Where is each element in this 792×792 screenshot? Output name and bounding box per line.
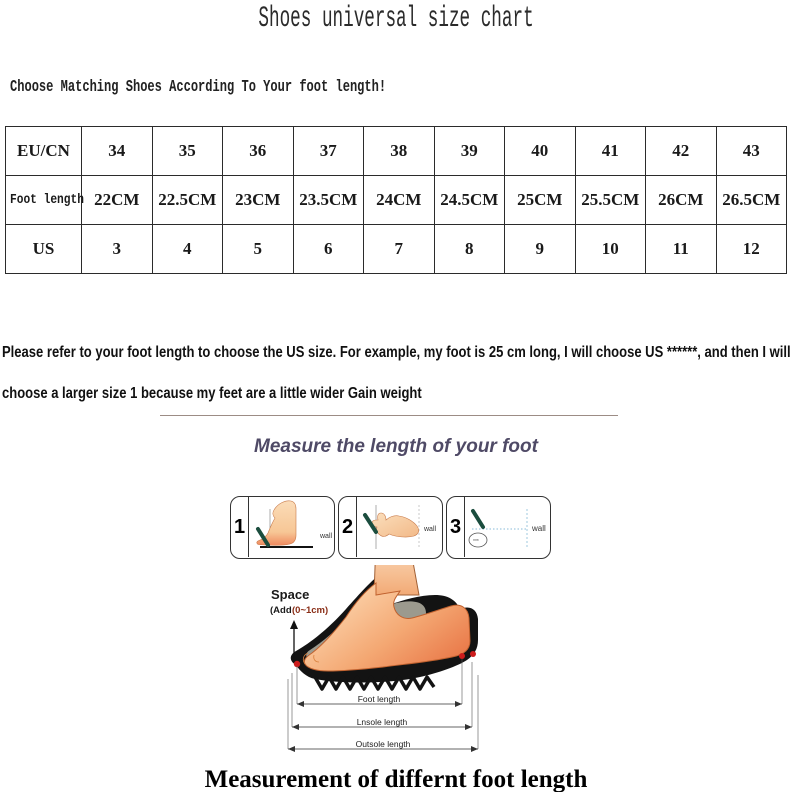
svg-text:Outsole length: Outsole length — [356, 739, 411, 749]
svg-text:Space: Space — [271, 587, 309, 602]
svg-text:wall: wall — [531, 524, 546, 533]
svg-text:(Add: (Add — [270, 605, 292, 616]
svg-text:wall: wall — [319, 533, 333, 540]
svg-text:Lnsole length: Lnsole length — [357, 717, 408, 727]
svg-text:wall: wall — [423, 526, 437, 533]
svg-text:Foot length: Foot length — [358, 694, 401, 704]
svg-text:***: *** — [473, 539, 479, 545]
svg-text:(0~1cm): (0~1cm) — [292, 605, 328, 616]
